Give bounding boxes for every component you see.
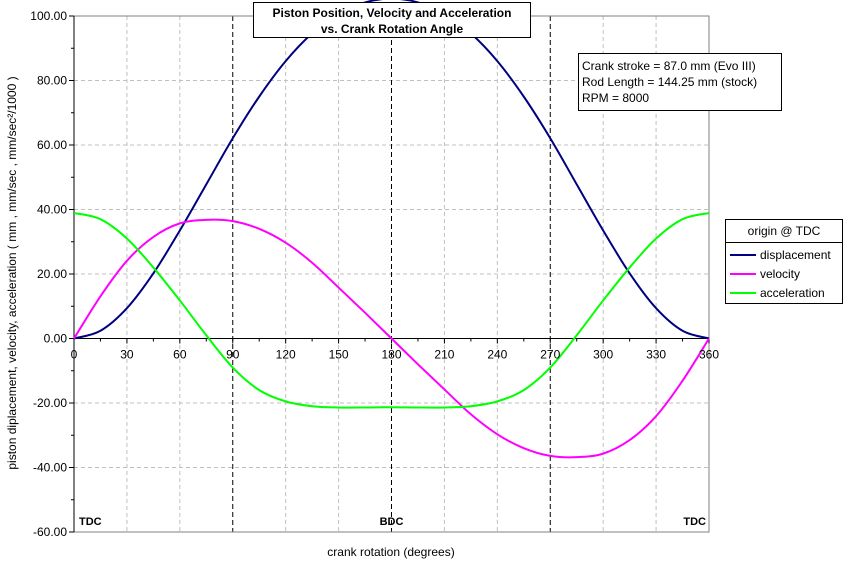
legend-swatch-acceleration <box>730 291 756 294</box>
x-tick-label: 0 <box>71 348 78 362</box>
legend-title: origin @ TDC <box>726 220 842 243</box>
x-axis-title: crank rotation (degrees) <box>327 545 454 559</box>
chart-subtitle: vs. Crank Rotation Angle <box>320 22 464 36</box>
x-tick-label: 90 <box>226 348 240 362</box>
legend-item-displacement: displacement <box>726 245 842 264</box>
marker-label-tdc: TDC <box>79 516 102 528</box>
legend-item-acceleration: acceleration <box>726 283 842 302</box>
x-tick-label: 210 <box>434 348 454 362</box>
x-tick-label: 30 <box>120 348 134 362</box>
series-lines <box>73 0 710 459</box>
y-tick-label: 0.00 <box>44 332 68 346</box>
legend-label-acceleration: acceleration <box>760 285 825 300</box>
y-tick-label: -60.00 <box>33 525 67 539</box>
x-tick-label: 360 <box>699 348 719 362</box>
series-line-displacement <box>73 0 710 340</box>
y-tick-label: -20.00 <box>33 396 67 410</box>
legend-label-displacement: displacement <box>760 247 831 262</box>
y-tick-label: 80.00 <box>37 74 67 88</box>
x-tick-label: 240 <box>487 348 507 362</box>
legend-item-velocity: velocity <box>726 264 842 283</box>
x-tick-label: 330 <box>646 348 666 362</box>
marker-label-bdc: BDC <box>380 516 404 528</box>
y-tick-label: 20.00 <box>37 267 67 281</box>
tick-labels: 100.00 80.00 60.00 40.00 20.00 0.00 -20.00 -40.… <box>30 9 719 539</box>
series-line-acceleration <box>73 212 710 409</box>
info-rod-length: Rod Length = 144.25 mm (stock) <box>582 75 758 89</box>
x-tick-label: 120 <box>276 348 296 362</box>
vertical-markers <box>232 16 551 532</box>
x-tick-label: 300 <box>593 348 613 362</box>
y-tick-label: -40.00 <box>33 461 67 475</box>
legend-swatch-velocity <box>730 272 756 275</box>
y-tick-label: 100.00 <box>30 9 67 23</box>
series-line-velocity <box>73 218 710 459</box>
legend: origin @ TDC displacement velocity accel… <box>725 219 843 304</box>
x-tick-label: 60 <box>173 348 187 362</box>
y-axis-title: piston diplacement, velocity, accelerati… <box>5 76 19 469</box>
legend-label-velocity: velocity <box>760 266 801 281</box>
y-tick-label: 40.00 <box>37 203 67 217</box>
chart-title-box: Piston Position, Velocity and Accelerati… <box>253 2 531 38</box>
chart-title: Piston Position, Velocity and Accelerati… <box>272 6 512 20</box>
parameters-box: Crank stroke = 87.0 mm (Evo III) Rod Len… <box>578 53 782 111</box>
marker-label-tdc: TDC <box>683 516 706 528</box>
x-tick-label: 180 <box>381 348 401 362</box>
legend-swatch-displacement <box>730 253 756 256</box>
y-tick-label: 60.00 <box>37 138 67 152</box>
x-tick-label: 150 <box>329 348 349 362</box>
info-rpm: RPM = 8000 <box>582 91 650 105</box>
x-tick-label: 270 <box>540 348 560 362</box>
info-stroke: Crank stroke = 87.0 mm (Evo III) <box>582 59 756 73</box>
